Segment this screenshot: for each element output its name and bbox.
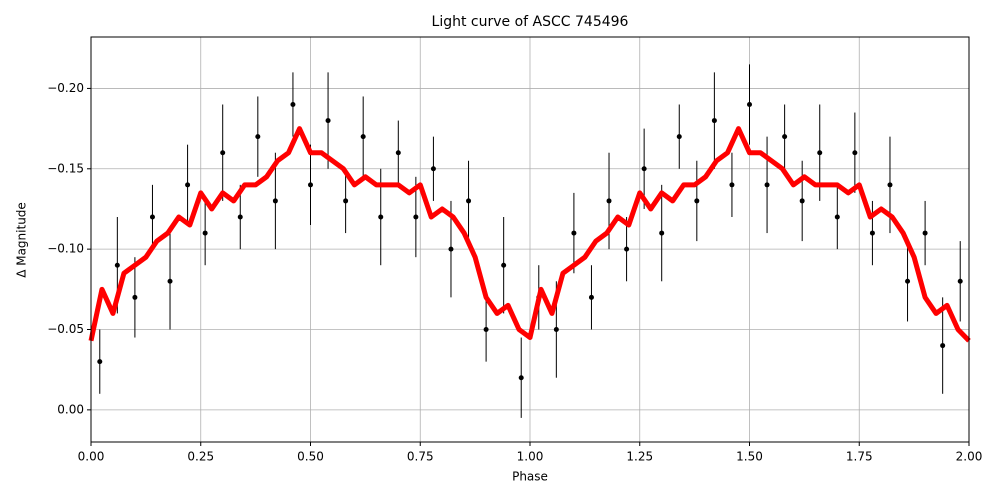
data-point	[624, 246, 630, 252]
data-point	[606, 198, 612, 204]
data-point	[553, 327, 559, 332]
data-point	[448, 246, 454, 252]
data-point	[466, 198, 472, 204]
data-point	[887, 182, 893, 188]
data-point	[729, 182, 735, 188]
data-point	[430, 166, 436, 172]
y-tick-label: 0.00	[57, 402, 84, 416]
x-tick-label: 0.00	[78, 450, 105, 464]
data-point	[149, 214, 155, 220]
data-point	[308, 182, 313, 188]
y-tick-label: −0.10	[47, 242, 84, 256]
x-tick-label: 0.75	[407, 450, 434, 464]
x-tick-label: 2.00	[956, 450, 983, 464]
axes: 0.00 0.25 0.50 0.75 1.00 1.25 1.50 1.75 2.00 −0.2…	[47, 81, 982, 464]
x-tick-label: 1.75	[846, 450, 873, 464]
data-point	[114, 262, 120, 268]
data-point	[957, 278, 963, 284]
x-tick-label: 0.50	[297, 450, 324, 464]
data-point	[711, 118, 717, 124]
plot-area	[88, 64, 971, 418]
data-point	[343, 198, 349, 204]
data-point	[641, 166, 647, 172]
data-point	[747, 102, 752, 107]
chart-title: Light curve of ASCC 745496	[432, 14, 629, 30]
x-tick-label: 1.00	[517, 450, 544, 464]
x-tick-label: 0.25	[187, 450, 214, 464]
data-point	[501, 262, 507, 268]
data-point	[325, 118, 331, 124]
data-point	[220, 150, 226, 156]
trend-line	[88, 126, 971, 343]
data-point	[395, 150, 401, 156]
data-point	[255, 134, 261, 140]
x-tick-label: 1.25	[626, 450, 653, 464]
data-point	[940, 343, 946, 349]
data-point	[764, 182, 770, 188]
data-point	[659, 230, 665, 236]
data-point	[922, 230, 928, 236]
data-point	[852, 150, 858, 156]
data-point	[676, 134, 682, 140]
data-point	[817, 150, 823, 156]
x-axis-label: Phase	[512, 470, 548, 484]
data-point	[202, 230, 208, 236]
data-point	[571, 230, 577, 236]
data-point	[360, 134, 366, 140]
data-point	[588, 294, 594, 300]
data-point	[97, 359, 103, 365]
y-axis-label: Δ Magnitude	[15, 202, 29, 278]
data-point	[185, 182, 191, 188]
data-point	[378, 214, 384, 220]
x-tick-label: 1.50	[736, 450, 763, 464]
data-point	[518, 375, 524, 381]
data-point	[167, 278, 173, 284]
data-point	[869, 230, 875, 236]
data-point	[905, 278, 911, 284]
data-point	[483, 327, 489, 332]
data-point	[237, 214, 243, 220]
y-tick-label: −0.05	[47, 322, 84, 336]
y-tick-label: −0.15	[47, 161, 84, 175]
data-point	[694, 198, 700, 204]
data-point	[413, 214, 419, 220]
data-point	[799, 198, 805, 204]
data-point	[290, 102, 296, 107]
data-point	[132, 294, 138, 300]
data-point	[834, 214, 840, 220]
y-tick-label: −0.20	[47, 81, 84, 95]
data-point	[782, 134, 788, 140]
data-point	[272, 198, 278, 204]
